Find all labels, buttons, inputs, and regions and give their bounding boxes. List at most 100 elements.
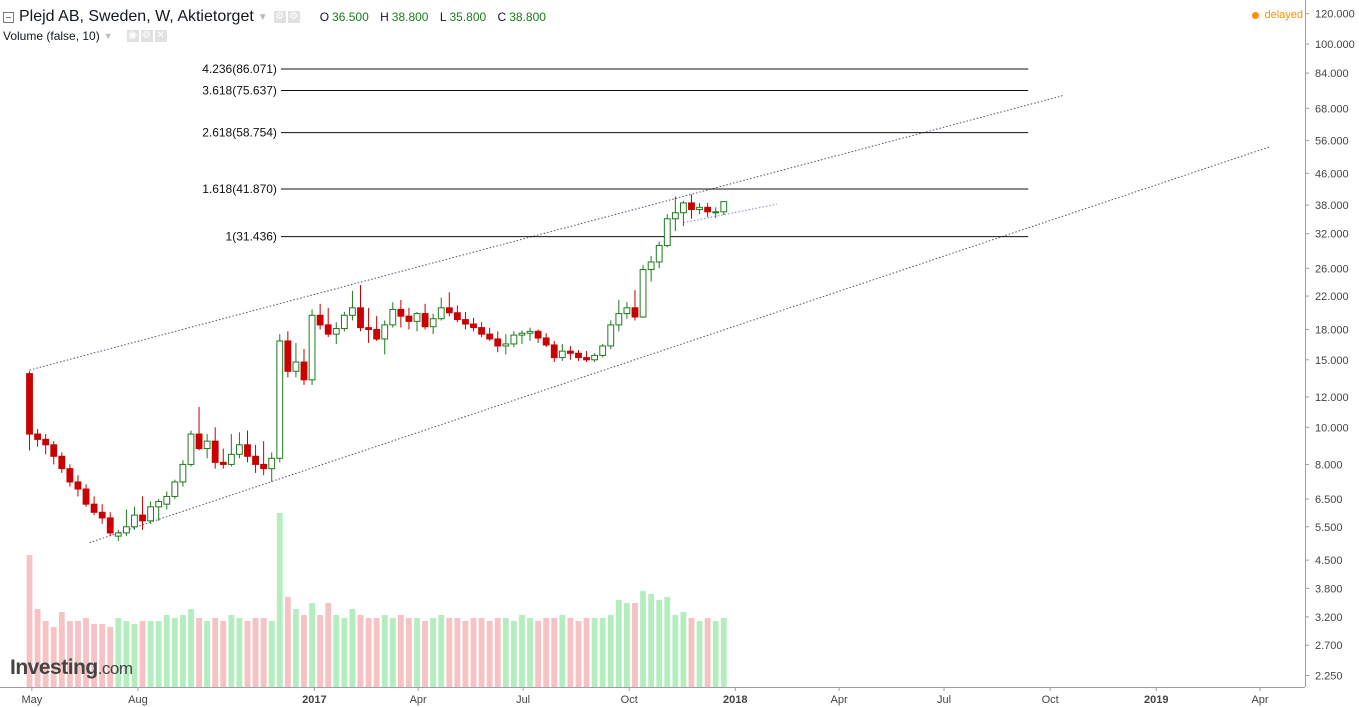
volume-bar [559, 615, 566, 687]
price-tick-label: 120.000 [1315, 9, 1355, 21]
volume-bar [107, 627, 114, 687]
candle-body [615, 313, 623, 326]
price-tick-label: 46.000 [1315, 168, 1349, 180]
volume-bar [414, 618, 420, 687]
volume-bar [83, 618, 89, 687]
volume-bar [640, 591, 646, 687]
fib-level-label: 4.236(86.071) [202, 62, 277, 76]
high-value: 38.800 [391, 10, 429, 24]
volume-bar [66, 621, 73, 687]
volume-bar [179, 615, 186, 687]
candle-body [663, 218, 671, 247]
candle-body [106, 517, 114, 534]
volume-label[interactable]: Volume (false, 10) [3, 29, 100, 43]
candle-body [607, 324, 615, 347]
fib-level-label: 3.618(75.637) [202, 84, 277, 98]
candle-body [397, 308, 405, 317]
candle-body [534, 330, 542, 339]
volume-bar [406, 618, 412, 687]
candle-body [550, 344, 558, 359]
candle-body [631, 307, 639, 318]
price-tick-label: 26.000 [1315, 263, 1349, 275]
plot-area[interactable]: 4.236(86.071) 3.618(75.637) 2.618(58.754) 1… [26, 62, 1271, 687]
candle-body [599, 345, 607, 356]
price-tick-label: 68.000 [1315, 103, 1349, 115]
volume-bar [632, 603, 638, 687]
volume-bar [301, 615, 307, 687]
candle-body [502, 343, 510, 347]
candle-body [696, 206, 703, 211]
price-tick-label: 84.000 [1315, 68, 1349, 80]
volume-bar [131, 624, 138, 687]
high-key: H [380, 10, 389, 24]
time-tick-label: Apr [831, 694, 848, 706]
time-tick-label: Aug [128, 694, 148, 706]
volume-bar [527, 618, 533, 687]
candle-body [316, 314, 324, 326]
chevron-down-icon[interactable]: ▼ [103, 31, 113, 41]
candle-body [712, 211, 720, 214]
candle-body [74, 481, 82, 490]
candle-body [163, 495, 171, 505]
low-value: 35.800 [449, 10, 487, 24]
eye-icon[interactable]: ◉ [126, 30, 139, 42]
volume-bar [373, 618, 380, 687]
volume-bar [99, 624, 106, 687]
settings-icon[interactable]: ⚙ [273, 11, 286, 23]
candle-body [680, 202, 687, 214]
time-tick-label: 2018 [723, 694, 747, 706]
format-icon[interactable]: ⚙ [287, 11, 300, 23]
settings-icon[interactable]: ⚙ [140, 30, 153, 42]
candle-body [300, 361, 308, 381]
time-tick-label: Jul [937, 694, 951, 706]
candle-body [171, 481, 179, 497]
candle-body [623, 307, 631, 315]
time-tick-label: May [21, 694, 42, 706]
price-tick-label: 15.000 [1315, 355, 1349, 367]
price-tick-label: 2.250 [1315, 671, 1343, 683]
chevron-down-icon[interactable]: ▼ [257, 11, 268, 23]
volume-bar [599, 618, 606, 687]
candle-body [332, 328, 340, 335]
volume-bar [486, 621, 493, 687]
candle-body [478, 327, 485, 335]
volume-bar [220, 621, 227, 687]
price-tick-label: 32.000 [1315, 229, 1349, 241]
volume-bar [276, 513, 283, 687]
price-tick-label: 18.000 [1315, 324, 1349, 336]
candle-body [219, 461, 227, 465]
candle-body [211, 440, 219, 463]
candle-body [82, 488, 90, 505]
volume-bar [91, 624, 98, 687]
volume-bar [575, 621, 582, 687]
fib-level-label: 2.618(58.754) [202, 126, 277, 140]
volume-bar [712, 621, 719, 687]
candle-body [373, 328, 381, 340]
candle-body [349, 307, 356, 316]
close-value: 38.800 [509, 10, 546, 24]
candle-body [66, 468, 74, 483]
volume-bar [664, 597, 671, 687]
close-icon[interactable]: ✕ [154, 30, 167, 42]
volume-bar [720, 618, 727, 687]
candle-body [284, 340, 292, 372]
volume-bar [341, 618, 348, 687]
volume-bar [567, 618, 574, 687]
volume-bar [236, 618, 243, 687]
volume-bar [26, 555, 33, 687]
candle-body [244, 444, 251, 457]
candle-body [437, 307, 445, 320]
time-tick-label: 2019 [1144, 694, 1168, 706]
candle-body [591, 354, 599, 361]
time-tick-label: 2017 [302, 694, 326, 706]
candle-body [227, 453, 235, 465]
symbol-title[interactable]: Plejd AB, Sweden, W, Aktietorget [19, 8, 254, 25]
collapse-icon[interactable] [3, 11, 14, 23]
candle-body [155, 501, 163, 508]
low-key: L [439, 10, 447, 24]
candle-body [389, 308, 397, 326]
volume-bar [446, 618, 453, 687]
candle-body [453, 312, 461, 321]
volume-bar [293, 609, 299, 687]
